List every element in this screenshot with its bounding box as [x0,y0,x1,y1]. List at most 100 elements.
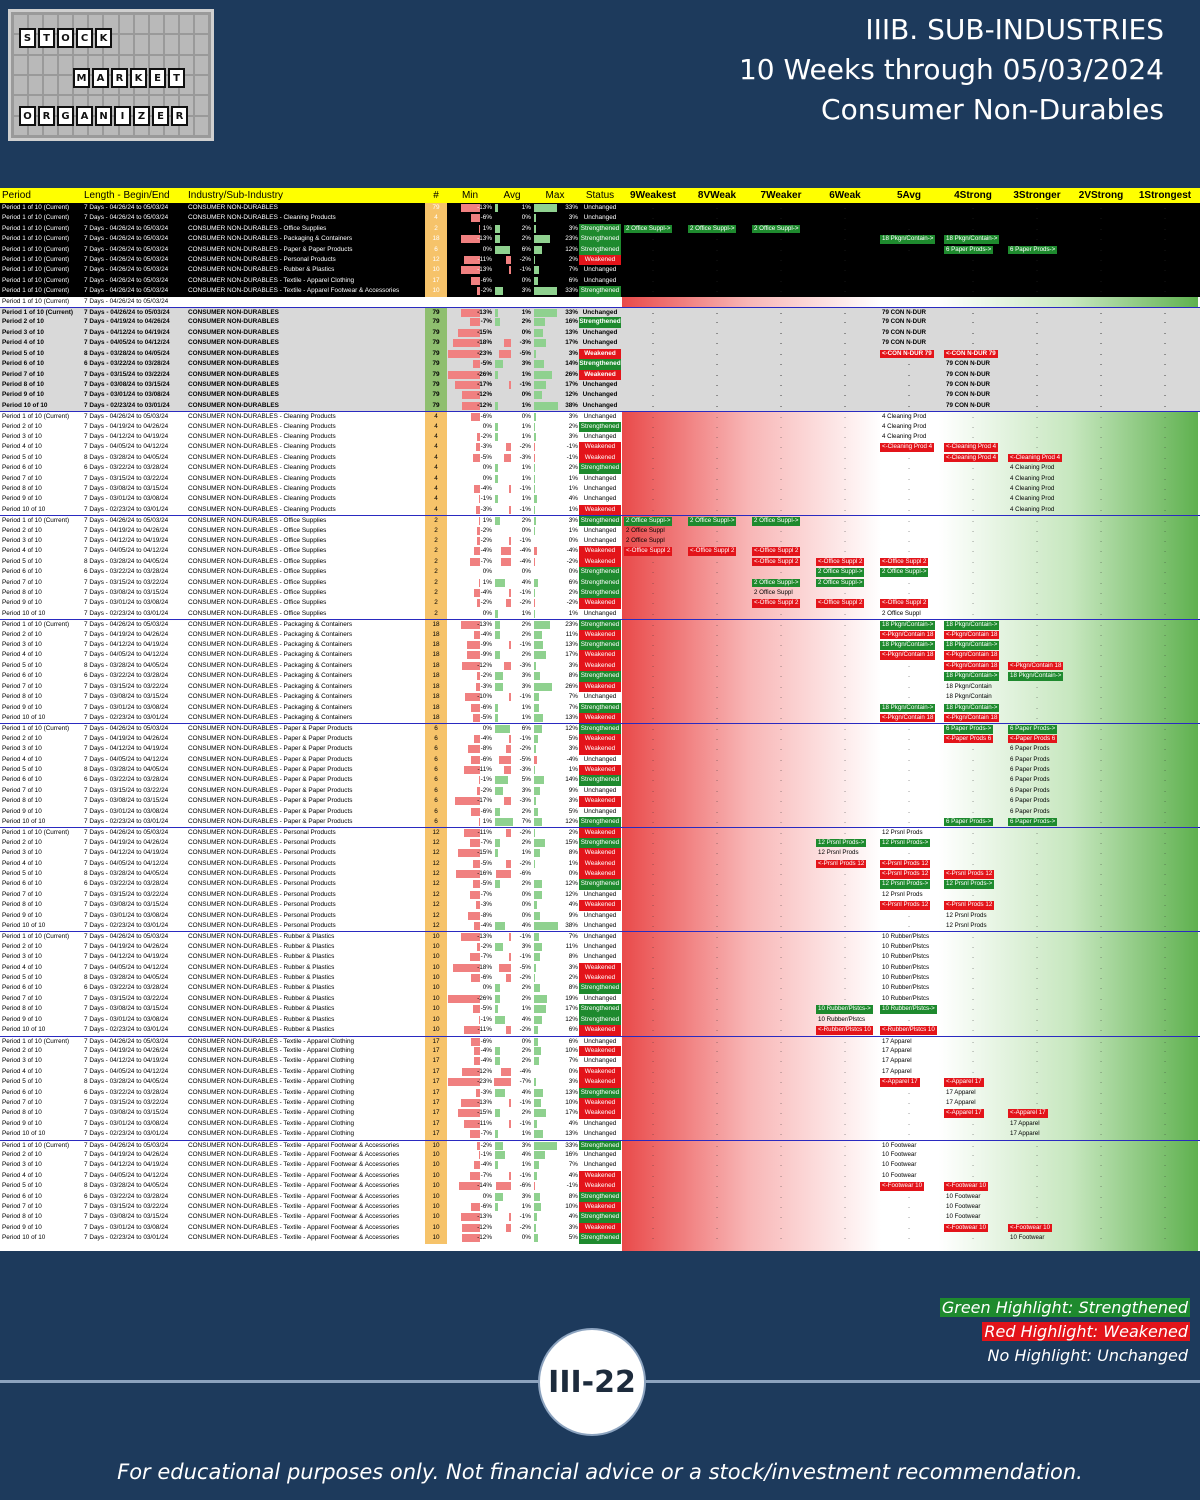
zone-dot: . [972,328,974,336]
max-cell: 12% [532,817,578,827]
status-cell: Unchanged [582,391,618,399]
min-bar [454,797,480,806]
count-cell: 10 [425,1014,447,1026]
count-cell: 18 [425,234,447,245]
rank-tag: 10 Footwear [882,1150,917,1158]
zone-dot: . [844,786,846,794]
length-cell: 7 Days - 04/05/24 to 04/12/24 [84,547,169,555]
table-row: Period 1 of 10 (Current) 7 Days - 04/26/2… [0,827,1200,838]
zone-dot: . [908,547,910,555]
max-cell: 17% [532,380,578,390]
max-cell: 17% [532,338,578,348]
min-value: -8% [480,911,492,919]
industry-cell: CONSUMER NON-DURABLES - Personal Product… [188,901,336,909]
table-row: Period 5 of 10 8 Days - 03/28/24 to 04/05… [0,764,1200,776]
period-cell: Period 9 of 10 [2,1223,42,1231]
min-bar [474,1046,480,1055]
max-cell: 3% [532,432,578,442]
zone-dot: . [972,1161,974,1169]
rank-tag: 2 Office Suppl-> [752,224,801,234]
page-number: III-22 [538,1328,646,1436]
avg-bar [495,224,500,233]
zone-dot: . [1164,755,1166,763]
zone-dot: . [1164,817,1166,825]
min-bar [477,1141,480,1150]
period-cell: Period 10 of 10 [2,505,46,513]
table-row: Period 4 of 10 7 Days - 04/05/24 to 04/12… [0,442,1200,453]
zone-dot: . [908,401,910,409]
logo-tile [149,35,163,54]
period-cell: Period 5 of 10 [2,453,42,461]
length-cell: 7 Days - 04/19/24 to 04/26/24 [84,942,169,950]
avg-bar [495,204,498,212]
zone-dot: . [908,745,910,753]
max-cell: 1% [532,526,578,536]
zone-dot: . [1036,1078,1038,1086]
avg-value: -1% [519,537,531,544]
min-cell: -9% [448,640,492,650]
min-cell: 0% [448,463,492,473]
zone-dot: . [1036,963,1038,971]
zone-dot: . [844,641,846,649]
min-value: 0% [482,474,492,482]
table-row: Period 1 of 10 (Current) 7 Days - 04/26/2… [0,275,1200,287]
logo-tile [134,15,148,34]
status-cell: Strengthened [579,816,621,828]
status-cell: Unchanged [583,474,617,482]
zone-dot: . [972,1046,974,1054]
min-bar [472,859,480,868]
zone-dot: . [972,214,974,222]
zone-dot: . [652,276,654,284]
min-cell: -5% [448,879,492,889]
rank-tag: 79 CON N-DUR [882,339,927,347]
zone-dot: . [652,1130,654,1138]
min-cell: -5% [448,713,492,723]
min-cell: -4% [448,630,492,640]
period-cell: Period 1 of 10 (Current) [2,725,70,733]
rank-tag: 4 Cleaning Prod [1010,495,1055,503]
avg-cell: -1% [493,588,531,598]
max-cell: 33% [532,1141,578,1150]
min-cell: -13% [448,234,492,244]
avg-cell: 0% [493,900,531,910]
status-cell: Strengthened [579,223,621,235]
zone-dot: . [1100,621,1102,629]
min-cell: -2% [448,526,492,536]
zone-dot: . [844,1057,846,1065]
max-value: 33% [565,309,578,317]
length-cell: 7 Days - 03/15/24 to 03/22/24 [84,474,169,482]
avg-bar [498,963,511,972]
max-value: 13% [565,1130,578,1138]
table-row: Period 2 of 10 7 Days - 04/19/24 to 04/26… [0,421,1200,432]
max-value: 2% [568,256,578,264]
min-value: -4% [480,630,492,638]
zone-dot: . [972,526,974,534]
zone-dot: . [780,807,782,815]
min-value: -5% [480,360,492,368]
rank-tag: 18 Pkgn/Contain-> [880,621,936,630]
table-row: Period 1 of 10 (Current) 7 Days - 04/26/2… [0,244,1200,256]
zone-dot: . [780,266,782,274]
max-bar [534,1213,537,1222]
zone-dot: . [1100,360,1102,368]
zone-dot: . [908,537,910,544]
avg-value: -2% [519,974,531,982]
max-bar [534,994,548,1003]
min-bar [475,682,480,691]
zone-dot: . [1036,651,1038,659]
rank-tag: 18 Pkgn/Contain-> [944,621,1000,630]
length-cell: 7 Days - 04/12/24 to 04/19/24 [84,953,169,961]
max-bar [534,245,543,254]
min-bar [472,360,480,369]
zone-dot: . [972,1150,974,1158]
zone-dot: . [908,849,910,857]
min-bar [477,537,480,545]
zone-dot: . [652,1037,654,1045]
period-cell: Period 1 of 10 (Current) [2,829,70,837]
table-row: Period 3 of 10 7 Days - 04/12/24 to 04/19… [0,952,1200,963]
zone-dot: . [652,401,654,409]
avg-value: 3% [521,360,531,368]
table-row: Period 7 of 10 7 Days - 03/15/24 to 03/22… [0,681,1200,693]
max-value: -1% [566,1182,578,1190]
table-row: Period 10 of 10 7 Days - 02/23/24 to 03/0… [0,400,1200,412]
